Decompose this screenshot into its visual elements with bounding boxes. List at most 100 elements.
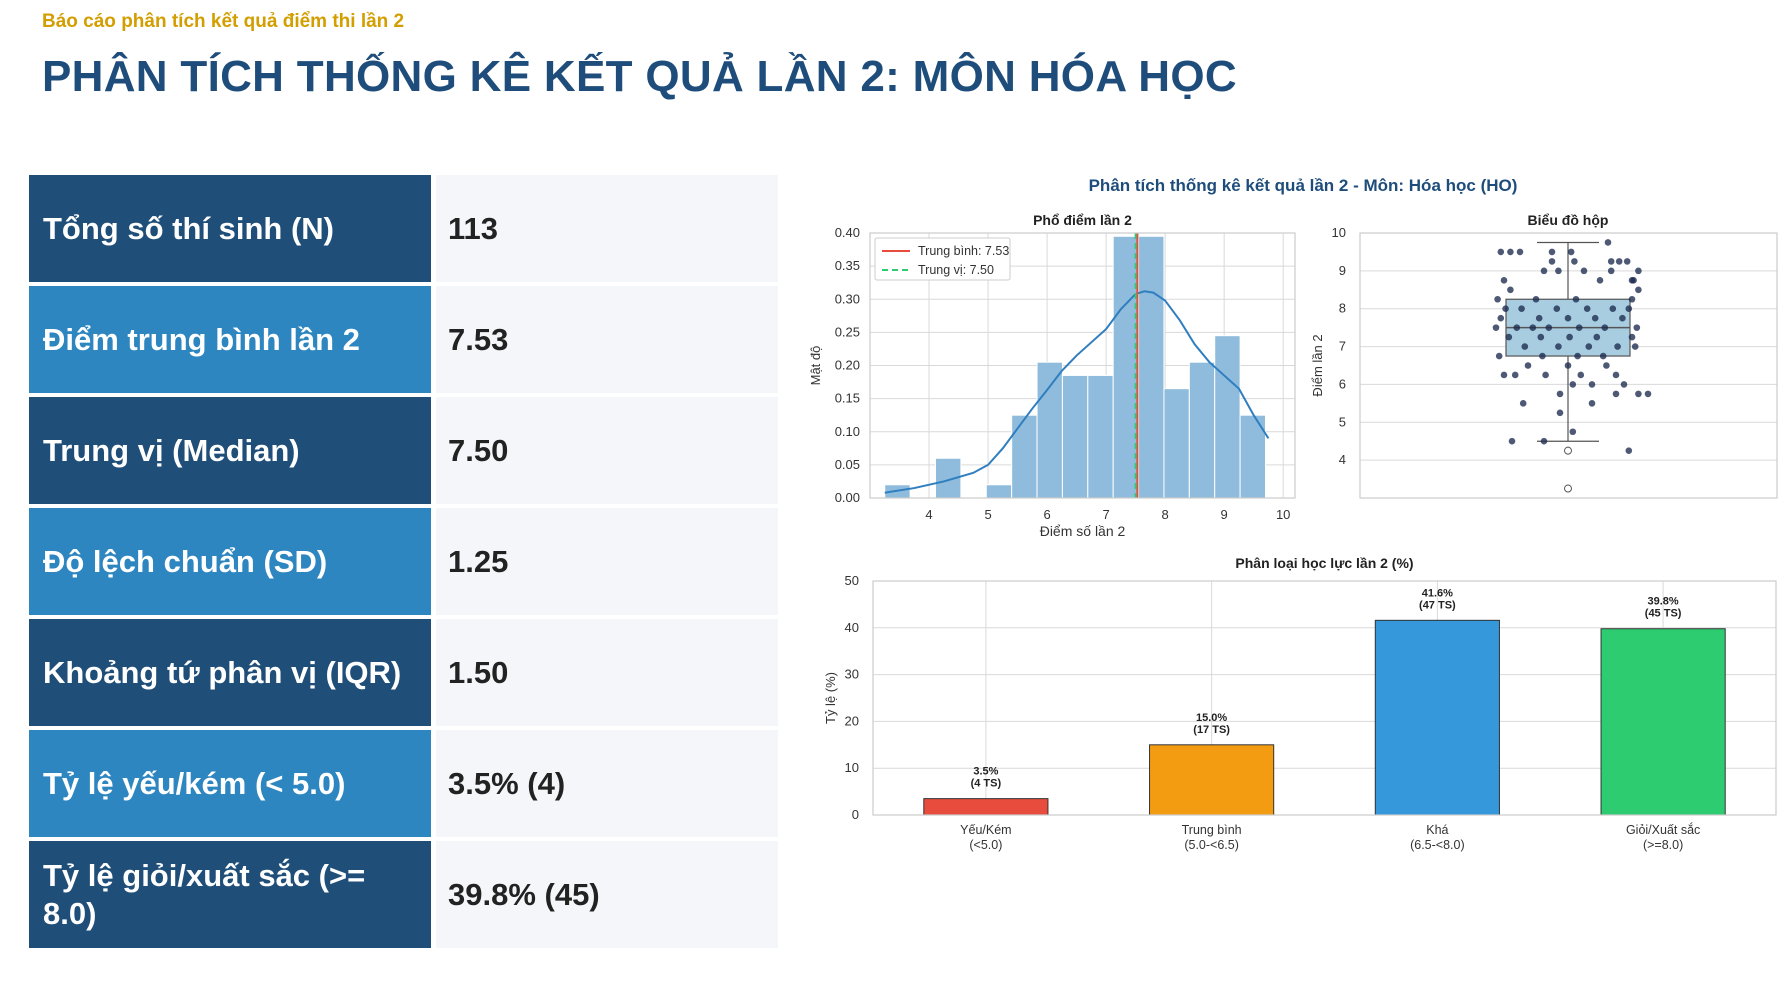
data-point (1524, 362, 1532, 369)
y-tick-label: 10 (1332, 225, 1346, 240)
data-point (1609, 305, 1617, 313)
stat-label: Điểm trung bình lần 2 (29, 286, 431, 393)
data-point (1635, 267, 1642, 275)
histogram-bar (1214, 335, 1241, 499)
data-point (1516, 248, 1524, 256)
data-point (1500, 277, 1508, 284)
stats-table: Tổng số thí sinh (N) 113 Điểm trung bình… (29, 175, 778, 948)
data-point (1635, 286, 1642, 294)
data-point (1612, 371, 1620, 379)
data-point (1614, 343, 1621, 350)
data-point (1500, 371, 1508, 379)
y-tick-label: 0.35 (835, 258, 860, 273)
y-tick-label: 0.05 (835, 457, 860, 472)
data-point (1548, 258, 1556, 265)
stat-label: Khoảng tứ phân vị (IQR) (29, 619, 431, 726)
x-axis-label: Điểm số lần 2 (1040, 523, 1126, 539)
x-tick-label: 10 (1276, 507, 1290, 522)
stat-label: Tổng số thí sinh (N) (29, 175, 431, 282)
data-point (1633, 324, 1641, 331)
y-tick-label: 50 (845, 573, 859, 588)
y-tick-label: 0.25 (835, 324, 860, 339)
histogram-bar (1061, 374, 1089, 499)
data-point (1566, 333, 1573, 341)
bar-value-label: 15.0% (17 TS) (1193, 712, 1230, 736)
data-point (1556, 390, 1564, 398)
data-point (1540, 437, 1548, 445)
stat-value: 7.50 (436, 397, 778, 504)
data-point (1495, 352, 1503, 360)
histogram-bar (1163, 388, 1190, 499)
histogram-bar (985, 484, 1013, 499)
x-tick-label: 8 (1162, 507, 1169, 522)
chart-title: Biểu đồ hộp (1528, 212, 1609, 228)
data-point (1575, 324, 1583, 331)
data-point (1545, 324, 1553, 331)
data-point (1539, 352, 1546, 360)
data-point (1628, 333, 1636, 341)
y-tick-label: 9 (1339, 263, 1346, 278)
y-tick-label: 0.20 (835, 358, 860, 373)
data-point (1623, 258, 1631, 265)
data-point (1564, 362, 1572, 369)
x-tick-label: Trung bình (5.0-<6.5) (1182, 823, 1242, 852)
stat-row-weak-rate: Tỷ lệ yếu/kém (< 5.0) 3.5% (4) (29, 730, 778, 837)
data-point (1548, 248, 1556, 256)
data-point (1619, 314, 1626, 322)
data-point (1625, 447, 1633, 454)
y-axis-label: Điểm lần 2 (1310, 334, 1325, 396)
data-point (1535, 314, 1543, 322)
data-point (1518, 305, 1525, 313)
y-axis-label: Mật độ (808, 346, 823, 386)
data-point (1567, 248, 1575, 256)
y-tick-label: 8 (1339, 301, 1346, 316)
histogram-bar (1188, 361, 1216, 499)
x-tick-label: 6 (1043, 507, 1050, 522)
data-point (1588, 381, 1596, 388)
stat-label: Độ lệch chuẩn (SD) (29, 508, 431, 615)
stat-label: Tỷ lệ giỏi/xuất sắc (>= 8.0) (29, 841, 431, 948)
data-point (1513, 324, 1521, 331)
data-point (1511, 371, 1519, 379)
page-title: PHÂN TÍCH THỐNG KÊ KẾT QUẢ LẦN 2: MÔN HÓ… (42, 52, 1237, 101)
histogram-bar (1239, 414, 1266, 499)
data-point (1569, 381, 1577, 388)
data-point (1553, 305, 1561, 313)
data-point (1591, 314, 1599, 322)
chart-title: Phổ điểm lần 2 (1033, 212, 1132, 228)
data-point (1505, 333, 1513, 341)
histogram-bar (1036, 361, 1063, 499)
legend-label: Trung bình: 7.53 (918, 244, 1009, 258)
bar-value-label: 41.6% (47 TS) (1419, 587, 1456, 611)
data-point (1519, 400, 1527, 407)
stat-row-iqr: Khoảng tứ phân vị (IQR) 1.50 (29, 619, 778, 726)
data-point (1585, 343, 1593, 350)
category-bar (923, 798, 1049, 816)
data-point (1497, 314, 1505, 322)
chart-title: Phân loại học lực lần 2 (%) (1235, 555, 1413, 571)
data-point (1628, 277, 1636, 284)
data-point (1494, 295, 1501, 303)
report-subtitle: Báo cáo phân tích kết quả điểm thi lần 2 (42, 11, 405, 32)
data-point (1529, 324, 1537, 331)
data-point (1607, 258, 1615, 265)
y-tick-label: 0.30 (835, 291, 860, 306)
x-tick-label: 9 (1221, 507, 1228, 522)
data-point (1604, 239, 1612, 246)
data-point (1508, 437, 1516, 445)
data-point (1572, 295, 1580, 303)
classification-bar-chart: 0 10 20 30 40 50 3.5% (4 TS) Yếu/Kém (<5.0) 15.0%(… (823, 555, 1777, 852)
category-bar (1149, 744, 1275, 816)
stat-value: 3.5% (4) (436, 730, 778, 837)
data-point (1607, 267, 1615, 275)
stat-value: 113 (436, 175, 778, 282)
boxplot-chart: 4 5 6 7 8 9 10 Biểu đồ hộp Điểm lần 2 (1310, 212, 1778, 499)
histogram-chart: 4 5 6 7 8 9 10 0.00 0.05 0.10 0.15 0.20 0.25 0.30 0.35… (808, 212, 1296, 539)
stat-value: 39.8% (45) (436, 841, 778, 948)
data-point (1644, 390, 1652, 398)
y-tick-label: 7 (1339, 339, 1346, 354)
data-point (1502, 305, 1509, 313)
stat-value: 7.53 (436, 286, 778, 393)
data-point (1631, 343, 1639, 350)
plot-frame (1359, 232, 1778, 499)
